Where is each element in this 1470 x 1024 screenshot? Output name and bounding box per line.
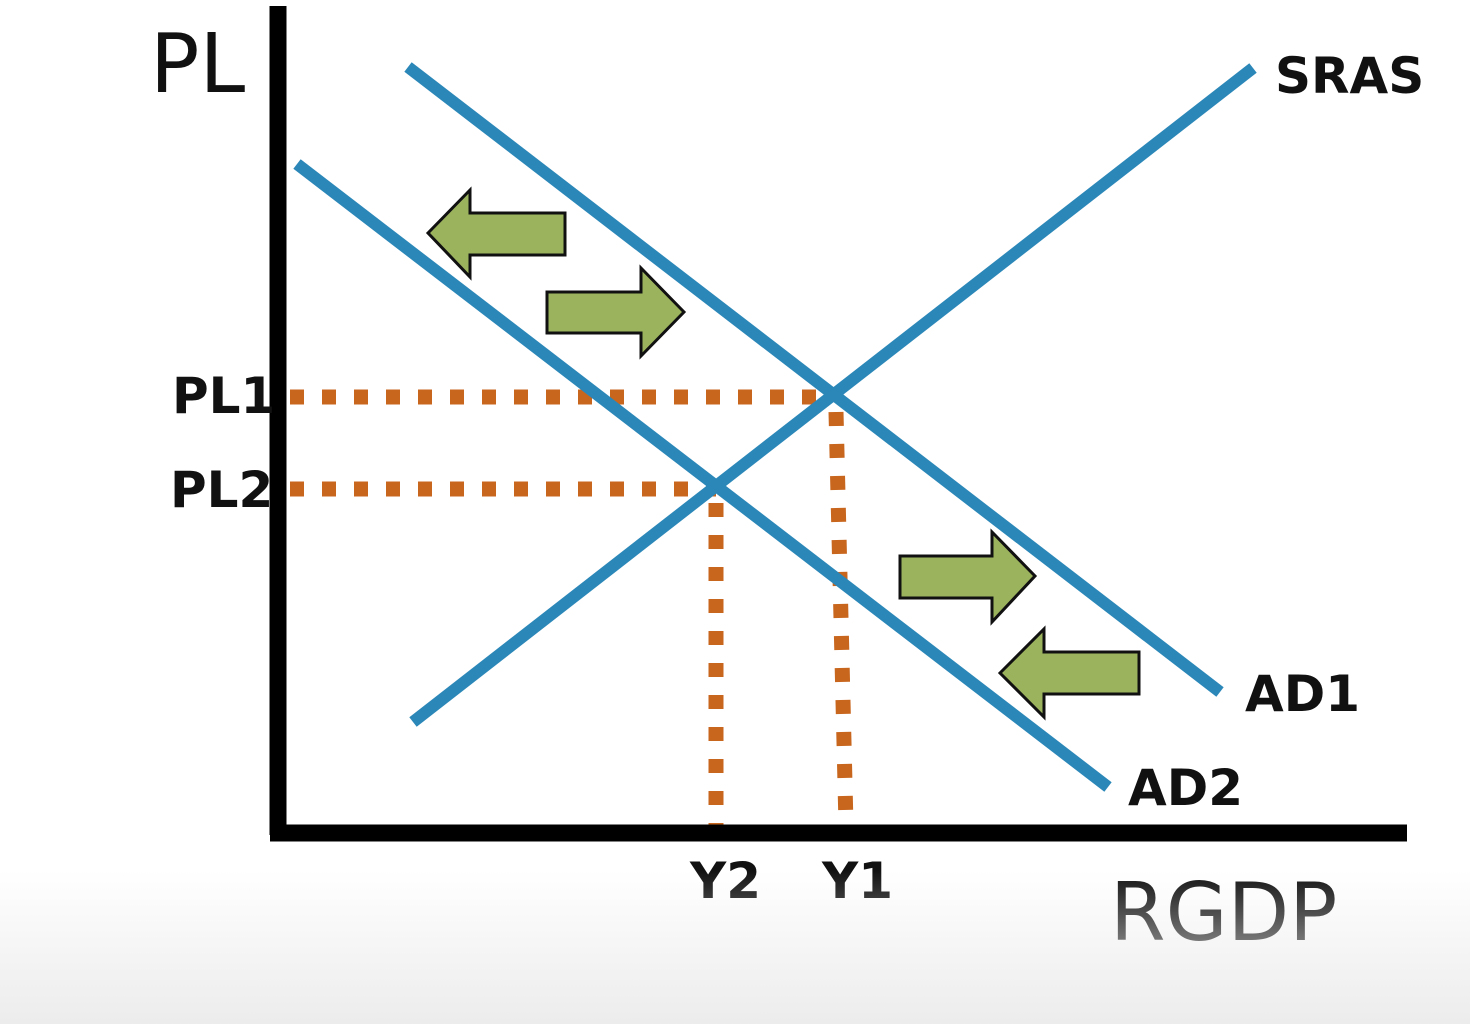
sras-label: SRAS <box>1275 47 1424 105</box>
y2-label: Y2 <box>689 852 761 910</box>
arrow-right-icon <box>545 264 687 360</box>
arrow-left-icon <box>425 186 567 281</box>
ad2-label: AD2 <box>1128 759 1243 817</box>
ad2-curve <box>293 159 1112 792</box>
y-axis-label: PL <box>150 17 245 112</box>
pl2-label: PL2 <box>170 461 273 519</box>
y1-label: Y1 <box>821 852 893 910</box>
pl1-label: PL1 <box>172 367 275 425</box>
arrow-right-icon <box>898 528 1038 626</box>
guide-lines <box>290 389 854 826</box>
curves <box>293 62 1257 792</box>
y1-guide-line <box>828 411 854 826</box>
x-axis-label: RGDP <box>1110 866 1337 959</box>
axes <box>269 6 1407 842</box>
ad1-label: AD1 <box>1245 665 1360 723</box>
ad1-curve <box>404 62 1224 697</box>
shift-arrows <box>425 186 1141 721</box>
arrow-left-icon <box>997 625 1141 721</box>
